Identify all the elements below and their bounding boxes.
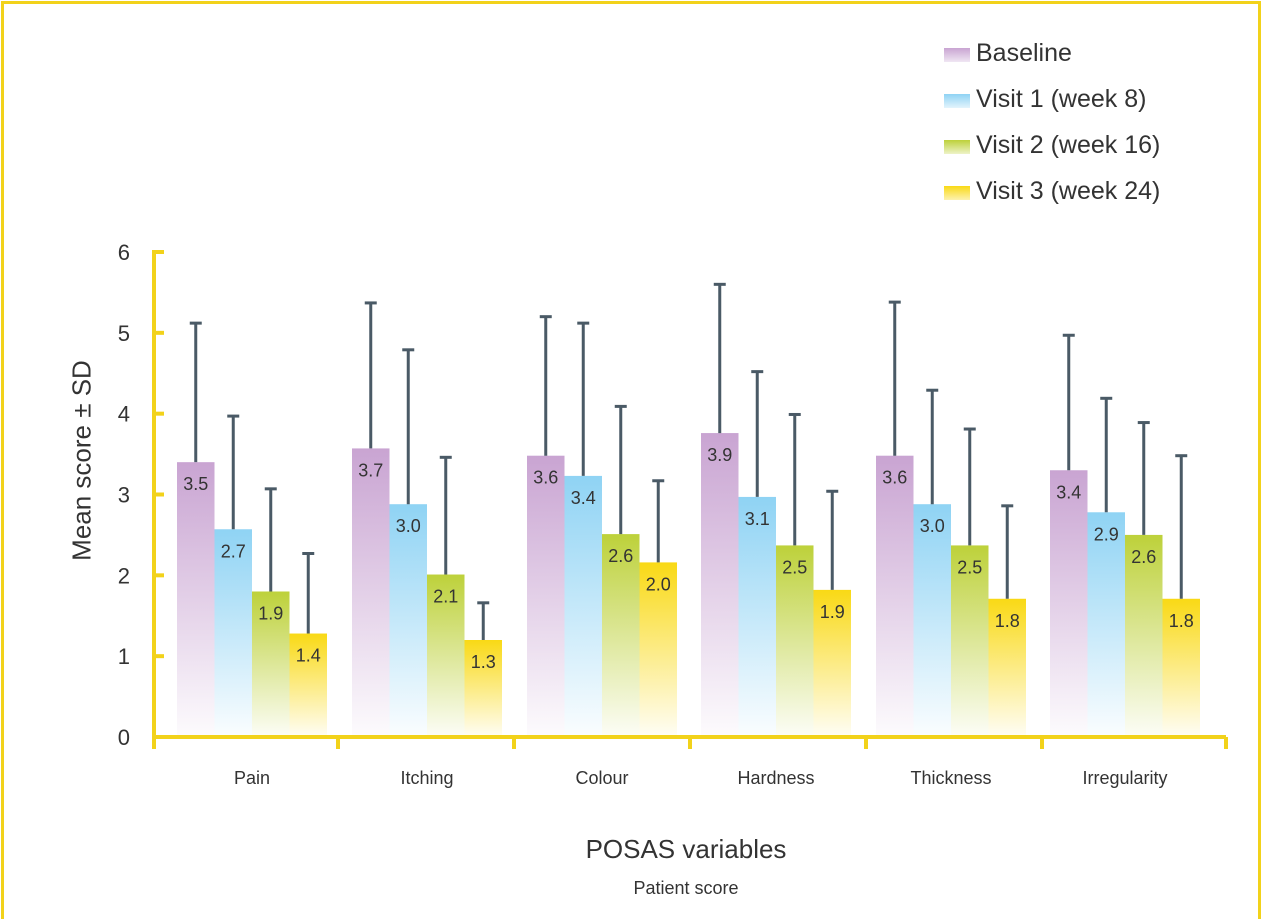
bar — [738, 496, 776, 737]
legend-label: Visit 3 (week 24) — [976, 176, 1161, 205]
bar — [876, 455, 914, 737]
bar-value-label: 3.9 — [707, 445, 732, 465]
legend-item-baseline: Baseline — [944, 30, 1160, 76]
bar-value-label: 1.8 — [1169, 611, 1194, 631]
bar-value-label: 2.1 — [433, 587, 458, 607]
x-tick-label: Hardness — [737, 768, 814, 788]
bar — [464, 640, 502, 737]
legend-item-visit-1: Visit 1 (week 8) — [944, 76, 1160, 122]
legend-label: Baseline — [976, 38, 1072, 67]
y-tick-label: 5 — [118, 321, 130, 346]
y-tick-label: 2 — [118, 563, 130, 588]
bar-value-label: 2.7 — [221, 541, 246, 561]
legend-swatch-visit-1 — [944, 94, 970, 108]
chart-subtitle: Patient score — [633, 878, 739, 898]
y-axis-title: Mean score ± SD — [66, 360, 97, 561]
x-axis-title: POSAS variables — [585, 834, 787, 864]
bar-value-label: 3.0 — [920, 516, 945, 536]
legend-swatch-baseline — [944, 48, 970, 62]
legend-swatch-visit-2 — [944, 140, 970, 154]
bar — [352, 448, 390, 737]
bar-value-label: 3.5 — [183, 474, 208, 494]
bar — [1125, 534, 1163, 737]
bar — [1087, 512, 1125, 737]
bar — [527, 455, 565, 737]
bar-value-label: 3.6 — [882, 468, 907, 488]
bar — [639, 562, 677, 737]
bar — [1162, 598, 1200, 737]
bar — [988, 598, 1026, 737]
x-tick-label: Itching — [400, 768, 453, 788]
y-tick-label: 4 — [118, 402, 130, 427]
x-tick-label: Colour — [575, 768, 628, 788]
bar-value-label: 3.0 — [396, 516, 421, 536]
legend-item-visit-2: Visit 2 (week 16) — [944, 122, 1160, 168]
bar-value-label: 3.4 — [571, 488, 596, 508]
legend-label: Visit 2 (week 16) — [976, 130, 1161, 159]
bar-value-label: 2.6 — [608, 546, 633, 566]
legend-swatch-visit-3 — [944, 186, 970, 200]
bar — [813, 589, 851, 737]
bar-value-label: 2.5 — [957, 557, 982, 577]
bar — [564, 475, 602, 737]
x-tick-label: Thickness — [910, 768, 991, 788]
bar-value-label: 3.4 — [1056, 482, 1081, 502]
bar-value-label: 3.1 — [745, 509, 770, 529]
bar — [214, 529, 252, 737]
bar — [913, 504, 951, 737]
legend-item-visit-3: Visit 3 (week 24) — [944, 168, 1160, 214]
bar-value-label: 3.7 — [358, 460, 383, 480]
bar — [389, 504, 427, 737]
bar — [1050, 470, 1088, 737]
legend: Baseline Visit 1 (week 8) Visit 2 (week … — [944, 30, 1160, 214]
bar — [776, 545, 814, 737]
bar — [252, 591, 290, 737]
bar — [951, 545, 989, 737]
y-tick-label: 0 — [118, 725, 130, 750]
bar-value-label: 1.4 — [296, 646, 321, 666]
y-tick-label: 3 — [118, 483, 130, 508]
bar — [177, 462, 215, 737]
legend-label: Visit 1 (week 8) — [976, 84, 1147, 113]
bar — [701, 433, 739, 737]
bar-value-label: 1.3 — [471, 652, 496, 672]
bar-value-label: 3.6 — [533, 468, 558, 488]
y-tick-label: 6 — [118, 240, 130, 265]
bar-value-label: 1.9 — [258, 604, 283, 624]
bar — [602, 534, 640, 737]
bar-value-label: 2.9 — [1094, 524, 1119, 544]
bar-value-label: 2.0 — [646, 574, 671, 594]
bar — [289, 633, 327, 737]
x-tick-label: Pain — [234, 768, 270, 788]
x-tick-label: Irregularity — [1082, 768, 1167, 788]
bar-value-label: 1.8 — [995, 611, 1020, 631]
bar — [427, 574, 465, 737]
bar-value-label: 2.6 — [1131, 547, 1156, 567]
bar-value-label: 2.5 — [782, 557, 807, 577]
y-tick-label: 1 — [118, 644, 130, 669]
bar-value-label: 1.9 — [820, 602, 845, 622]
